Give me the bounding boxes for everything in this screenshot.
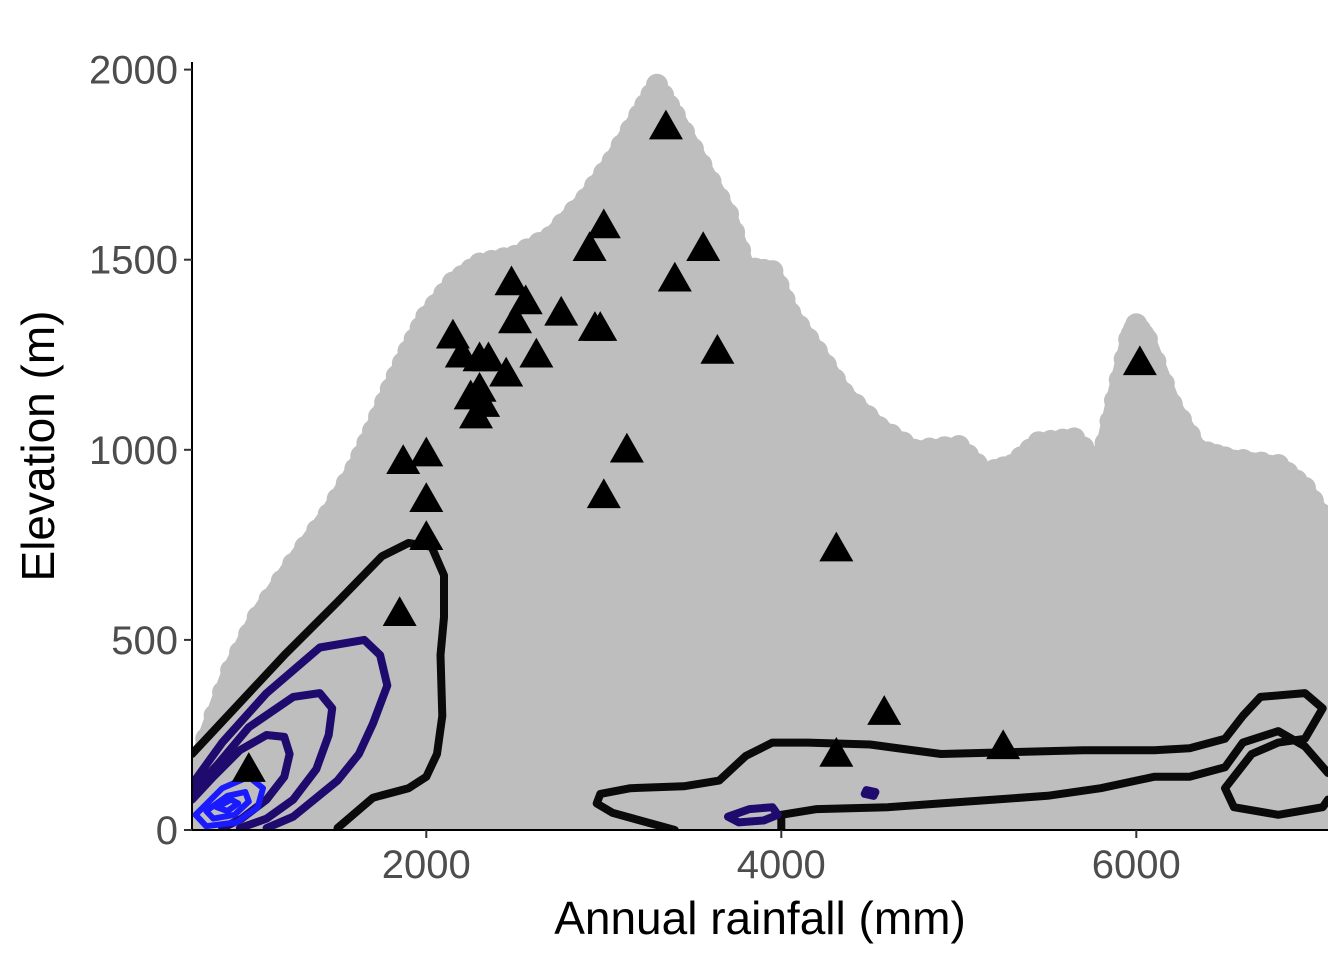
background-point <box>1152 372 1175 395</box>
background-point <box>1089 454 1112 476</box>
triangle-marker <box>586 208 621 239</box>
triangle-marker <box>867 695 902 725</box>
background-point <box>699 170 722 193</box>
background-point <box>212 681 235 704</box>
triangle-marker <box>700 333 735 364</box>
background-point <box>1099 410 1122 433</box>
contour-core-1 <box>192 773 266 830</box>
triangle-marker <box>231 752 266 782</box>
background-point <box>238 623 261 646</box>
background-point <box>282 552 305 575</box>
background-point <box>690 153 713 176</box>
contour-outer-1 <box>192 539 448 830</box>
triangle-marker <box>462 371 497 402</box>
contour-core-3 <box>213 796 242 814</box>
x-tick-label: 4000 <box>737 843 826 887</box>
triangle-marker <box>648 109 683 140</box>
background-point <box>220 659 243 682</box>
y-tick-label: 1500 <box>89 239 178 283</box>
triangle-markers <box>231 109 1157 782</box>
background-point <box>723 221 746 244</box>
background-point <box>294 536 317 559</box>
background-point <box>246 606 269 629</box>
background-point <box>1104 389 1126 412</box>
x-axis-title: Annual rainfall (mm) <box>554 892 966 944</box>
contour-core-2 <box>203 789 252 822</box>
background-point <box>306 519 329 542</box>
x-tick-label: 6000 <box>1092 843 1181 887</box>
triangle-marker <box>819 531 854 562</box>
axes: 0 500 1000 1500 2000 2000 4000 6000 <box>89 49 1328 887</box>
y-tick-label: 500 <box>111 619 178 663</box>
triangle-marker <box>466 387 501 417</box>
background-point-cloud <box>192 73 1328 830</box>
triangle-marker <box>1122 345 1157 376</box>
triangle-marker <box>609 432 644 463</box>
triangle-marker <box>471 341 506 372</box>
triangle-marker <box>494 265 529 296</box>
triangle-marker <box>508 284 543 315</box>
triangle-marker <box>583 311 618 341</box>
y-axis-title: Elevation (m) <box>12 311 64 582</box>
background-point <box>1250 451 1273 474</box>
contour-inner-1 <box>192 635 392 830</box>
triangle-marker <box>519 337 554 368</box>
background-point <box>1094 432 1117 454</box>
contour-inner-5 <box>860 786 880 800</box>
triangle-marker <box>409 482 444 512</box>
y-tick-label: 1000 <box>89 429 178 473</box>
triangle-marker <box>986 729 1021 760</box>
triangle-marker <box>544 295 579 326</box>
contour-outer-3 <box>777 727 1328 830</box>
contour-inner-4 <box>724 803 782 827</box>
triangle-marker <box>686 231 721 262</box>
background-point <box>258 588 281 610</box>
y-tick-label: 2000 <box>89 49 178 93</box>
triangle-marker <box>572 231 607 262</box>
background-point <box>1214 446 1236 469</box>
background-point <box>229 641 252 664</box>
background-point <box>1309 502 1328 525</box>
triangle-marker <box>498 303 533 334</box>
y-tick-label: 0 <box>156 809 178 853</box>
background-point <box>717 203 739 226</box>
triangle-marker <box>382 596 417 627</box>
triangle-marker <box>489 356 524 387</box>
background-point <box>1135 328 1158 351</box>
density-contours <box>192 539 1328 830</box>
triangle-marker <box>586 478 621 509</box>
triangle-marker <box>657 261 692 292</box>
triangle-marker <box>409 520 444 550</box>
contour-outer-2 <box>592 689 1328 830</box>
background-point <box>270 569 293 592</box>
x-tick-label: 2000 <box>382 843 471 887</box>
triangle-marker <box>409 436 444 467</box>
contour-inner-2 <box>192 689 337 830</box>
triangle-marker <box>819 736 854 767</box>
triangle-marker <box>386 444 421 474</box>
background-point <box>1232 449 1255 471</box>
background-point <box>729 239 752 262</box>
